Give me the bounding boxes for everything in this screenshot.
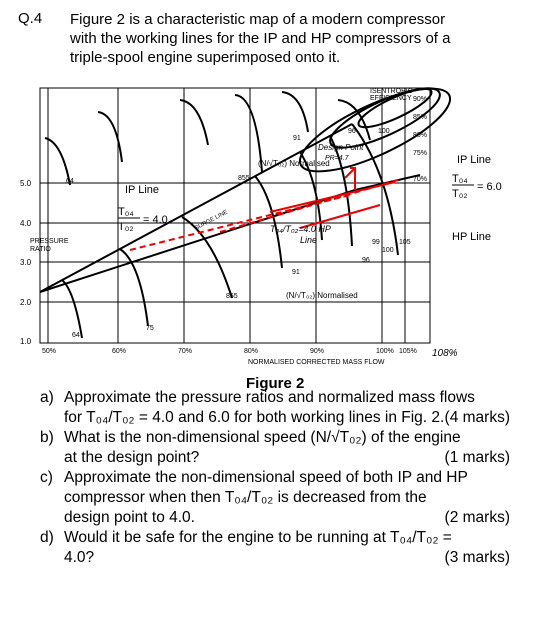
speed-number: 96	[348, 128, 356, 135]
intro-line: with the working lines for the IP and HP…	[70, 30, 451, 47]
hp-note: T₀₄/T₀₂=4.0 HP	[270, 224, 331, 234]
speed-number: 105	[399, 239, 411, 246]
x-note: 108%	[432, 348, 458, 359]
fraction-rhs: = 4.0	[143, 214, 168, 226]
speed-label: (N/√T₀₂) Normalised	[286, 291, 358, 300]
fraction-num: T₀₄	[118, 206, 134, 218]
question-last: for T₀₄/T₀₂ = 4.0 and 6.0 for both worki…	[64, 408, 510, 428]
speed-number: 99	[372, 239, 380, 246]
question-body: Approximate the pressure ratios and norm…	[64, 388, 510, 428]
speed-number: 75	[146, 325, 154, 332]
question-label: d)	[40, 529, 54, 546]
fraction-rhs: = 6.0	[477, 181, 502, 193]
y-tick-label: 2.0	[20, 298, 32, 307]
question-body: Approximate the non-dimensional speed of…	[64, 468, 510, 528]
question-label: a)	[40, 389, 54, 406]
question-line: What is the non-dimensional speed (N/√T₀…	[64, 429, 461, 446]
y-tick-label: 5.0	[20, 179, 32, 188]
question-last: design point to 4.0. (2 marks)	[64, 508, 510, 528]
question-line: design point to 4.0.	[64, 509, 195, 526]
question-body: What is the non-dimensional speed (N/√T₀…	[64, 428, 510, 468]
speed-number: 855	[238, 175, 250, 182]
question-line: compressor when then T₀₄/T₀₂ is decrease…	[64, 489, 427, 506]
caption: Figure 2	[246, 375, 304, 392]
question-marks: (4 marks)	[444, 409, 510, 426]
efficiency-label: 70%	[413, 176, 427, 183]
efficiency-label: 90%	[413, 96, 427, 103]
question-line: for T₀₄/T₀₂ = 4.0 and 6.0 for both worki…	[64, 409, 445, 426]
question-body: Would it be safe for the engine to be ru…	[64, 528, 510, 568]
speed-number: 100	[382, 247, 394, 254]
question-label: c)	[40, 469, 53, 486]
question-marks: (1 marks)	[444, 449, 510, 466]
efficiency-label: 80%	[413, 132, 427, 139]
x-tick-label: 70%	[178, 348, 192, 355]
speed-number: 91	[293, 135, 301, 142]
design-point: PR=4.7	[325, 155, 350, 162]
speed-number: 100	[378, 128, 390, 135]
speed-number: 855	[226, 293, 238, 300]
question: c) Approximate the non-dimensional speed …	[40, 468, 510, 528]
x-tick-label: 100%	[376, 348, 394, 355]
questions: a) Approximate the pressure ratios and no…	[40, 388, 510, 568]
speed-number: 64	[72, 332, 80, 339]
question-number: Q.4	[18, 10, 43, 27]
question-line: Approximate the pressure ratios and norm…	[64, 389, 475, 406]
fraction-den: T₀₂	[452, 188, 468, 200]
fraction-den: T₀₂	[118, 221, 134, 233]
question-line: at the design point?	[64, 449, 200, 466]
speed-number: 96	[362, 257, 370, 264]
working-lines	[129, 167, 399, 251]
hp-line-label: HP Line	[452, 231, 491, 243]
x-tick-label: 80%	[244, 348, 258, 355]
efficiency-title: EFFICIENCY	[370, 95, 412, 102]
question-last: 4.0? (3 marks)	[64, 548, 510, 568]
y-tick-label: 4.0	[20, 219, 32, 228]
y-title: RATIO	[30, 246, 51, 253]
question-line: Approximate the non-dimensional speed of…	[64, 469, 468, 486]
surge-line-label: SURGE LINE	[194, 209, 229, 231]
intro-line: Figure 2 is a characteristic map of a mo…	[70, 11, 446, 28]
intro-line: triple-spool engine superimposed onto it…	[70, 49, 341, 66]
efficiency-label: 85%	[413, 114, 427, 121]
x-title: NORMALISED CORRECTED MASS FLOW	[248, 359, 385, 366]
speed-number: 64	[66, 178, 74, 185]
hp-note: Line	[300, 235, 317, 245]
x-tick-label: 90%	[310, 348, 324, 355]
question: d) Would it be safe for the engine to be …	[40, 528, 510, 568]
question-line: Would it be safe for the engine to be ru…	[64, 529, 452, 546]
design-point: Design Point	[318, 143, 364, 152]
y-tick-label: 3.0	[20, 258, 32, 267]
efficiency-label: 75%	[413, 150, 427, 157]
speed-number: 91	[292, 269, 300, 276]
intro: Figure 2 is a characteristic map of a mo…	[70, 10, 450, 67]
ip-line-label: IP Line	[457, 154, 491, 166]
question: b) What is the non-dimensional speed (N/√…	[40, 428, 510, 468]
question: a) Approximate the pressure ratios and no…	[40, 388, 510, 428]
grid	[39, 87, 431, 344]
question-line: 4.0?	[64, 549, 95, 566]
speed-label: (N/√T₀₂) Normalised	[258, 159, 330, 168]
x-tick-label: 105%	[399, 348, 417, 355]
question-marks: (3 marks)	[444, 549, 510, 566]
efficiency-title: ISENTROPIC	[370, 88, 413, 95]
x-tick-label: 50%	[42, 348, 56, 355]
y-title: PRESSURE	[30, 238, 69, 245]
fraction-num: T₀₄	[452, 173, 468, 185]
x-tick-label: 60%	[112, 348, 126, 355]
question-last: at the design point? (1 marks)	[64, 448, 510, 468]
question-label: b)	[40, 429, 54, 446]
y-tick-label: 1.0	[20, 337, 32, 346]
ip-line-label: IP Line	[125, 184, 159, 196]
question-marks: (2 marks)	[444, 509, 510, 526]
